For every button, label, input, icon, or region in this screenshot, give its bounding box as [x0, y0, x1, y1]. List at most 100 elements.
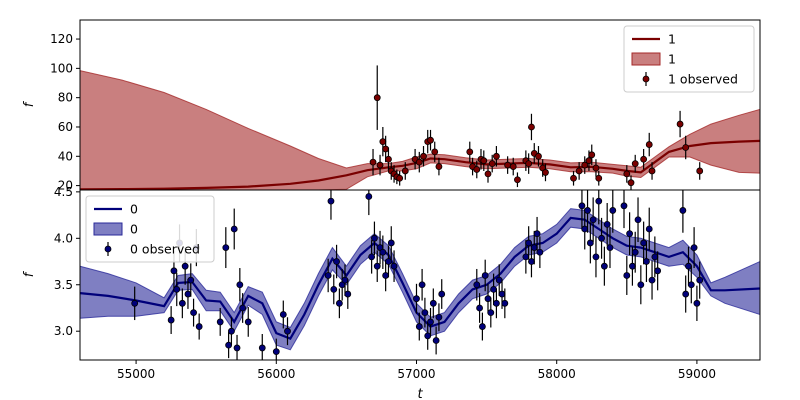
- top-legend-entry: 1 observed: [642, 72, 738, 87]
- bottom-observed-point: [284, 317, 291, 346]
- bottom-observed-marker: [493, 299, 500, 307]
- bottom-observed-point: [522, 240, 530, 274]
- bottom-observed-marker: [640, 239, 648, 247]
- bottom-uncertainty-band: [80, 208, 760, 351]
- bottom-observed-marker: [279, 311, 287, 318]
- bottom-observed-marker: [654, 267, 662, 275]
- bottom-observed-marker: [222, 244, 230, 251]
- top-observed-point: [627, 175, 635, 190]
- bottom-observed-point: [473, 268, 481, 301]
- top-observed-point: [570, 170, 577, 186]
- bottom-observed-marker: [272, 348, 280, 356]
- bottom-observed-point: [637, 265, 645, 305]
- bottom-observed-marker: [589, 216, 597, 224]
- bottom-observed-point: [690, 227, 698, 269]
- bottom-observed-point: [373, 250, 381, 282]
- bottom-y-tick-label: 4.0: [54, 231, 73, 245]
- bottom-observed-point: [481, 259, 489, 292]
- bottom-observed-point: [371, 221, 378, 256]
- bottom-observed-point: [435, 303, 443, 332]
- top-observed-point: [420, 146, 427, 167]
- bottom-observed-point: [603, 203, 611, 246]
- bottom-observed-marker: [609, 207, 617, 214]
- bottom-observed-point: [173, 272, 181, 307]
- top-observed-point: [373, 65, 381, 130]
- top-observed-point: [542, 163, 549, 182]
- top-observed-point: [480, 150, 488, 171]
- bottom-observed-point: [344, 279, 352, 309]
- top-observed-marker: [480, 157, 488, 165]
- bottom-observed-marker: [643, 258, 650, 265]
- top-legend-entry: 1: [632, 32, 676, 47]
- x-axis-label: t: [417, 387, 423, 400]
- bottom-observed-marker: [473, 281, 481, 289]
- bottom-observed-point: [324, 258, 332, 293]
- bottom-observed-point: [648, 260, 656, 300]
- top-observed-point: [525, 153, 533, 174]
- bottom-observed-point: [222, 227, 230, 269]
- bottom-observed-marker: [239, 304, 247, 312]
- bottom-observed-marker: [368, 253, 376, 261]
- bottom-observed-marker: [421, 309, 429, 317]
- bottom-legend: 0 0 0 observed: [85, 195, 215, 263]
- bottom-observed-point: [626, 212, 634, 256]
- bottom-observed-marker: [687, 281, 695, 289]
- bottom-observed-marker: [173, 285, 181, 293]
- top-observed-marker: [595, 174, 603, 182]
- top-observed-point: [379, 126, 387, 157]
- bottom-observed-marker: [592, 253, 600, 261]
- bottom-observed-point: [272, 338, 280, 360]
- bottom-observed-marker: [371, 234, 378, 242]
- bottom-observed-marker: [586, 239, 594, 247]
- x-tick-label: 59000: [678, 367, 716, 381]
- bottom-observed-marker: [620, 202, 628, 210]
- top-observed-marker: [645, 141, 653, 148]
- bottom-legend-marker-swatch: [104, 245, 112, 253]
- bottom-observed-marker: [181, 262, 189, 270]
- bottom-observed-point: [645, 207, 653, 251]
- top-observed-point: [369, 148, 377, 176]
- top-observed-point: [466, 141, 474, 163]
- bottom-observed-point: [167, 306, 175, 334]
- bottom-observed-point: [634, 197, 642, 243]
- bottom-observed-point: [693, 285, 701, 321]
- top-legend-label: 1: [668, 52, 676, 67]
- bottom-observed-point: [427, 307, 434, 336]
- bottom-observed-marker: [373, 262, 381, 270]
- top-observed-marker: [385, 155, 392, 163]
- top-observed-point: [575, 162, 583, 180]
- top-observed-marker: [627, 179, 635, 187]
- top-mean-line: [80, 139, 760, 190]
- bottom-observed-marker: [528, 258, 535, 265]
- bottom-observed-point: [525, 226, 533, 260]
- bottom-observed-point: [696, 261, 704, 299]
- bottom-observed-point: [368, 240, 376, 274]
- top-observed-point: [493, 146, 500, 167]
- bottom-observed-marker: [432, 337, 440, 344]
- bottom-observed-marker: [327, 197, 335, 205]
- top-observed-point: [640, 148, 648, 170]
- bottom-legend-label: 0: [130, 222, 138, 237]
- top-observed-marker: [631, 160, 639, 168]
- bottom-observed-point: [592, 236, 600, 278]
- top-observed-marker: [379, 138, 387, 146]
- top-observed-marker: [542, 169, 549, 176]
- top-observed-point: [385, 147, 392, 171]
- bottom-observed-marker: [184, 290, 192, 298]
- top-observed-point: [484, 165, 492, 183]
- bottom-observed-point: [415, 312, 423, 341]
- bottom-observed-point: [244, 307, 252, 337]
- bottom-observed-point: [239, 293, 247, 323]
- top-observed-point: [696, 162, 704, 180]
- bottom-observed-marker: [600, 262, 608, 270]
- top-observed-marker: [504, 161, 512, 169]
- top-observed-marker: [525, 160, 533, 168]
- bottom-observed-marker: [623, 272, 631, 279]
- top-observed-marker: [484, 170, 492, 178]
- top-observed-point: [648, 162, 656, 180]
- top-observed-point: [401, 162, 409, 180]
- bottom-y-axis: 3.0 3.5 4.0 4.5: [54, 185, 80, 338]
- bottom-observed-marker: [244, 318, 252, 326]
- bottom-observed-point: [631, 231, 639, 273]
